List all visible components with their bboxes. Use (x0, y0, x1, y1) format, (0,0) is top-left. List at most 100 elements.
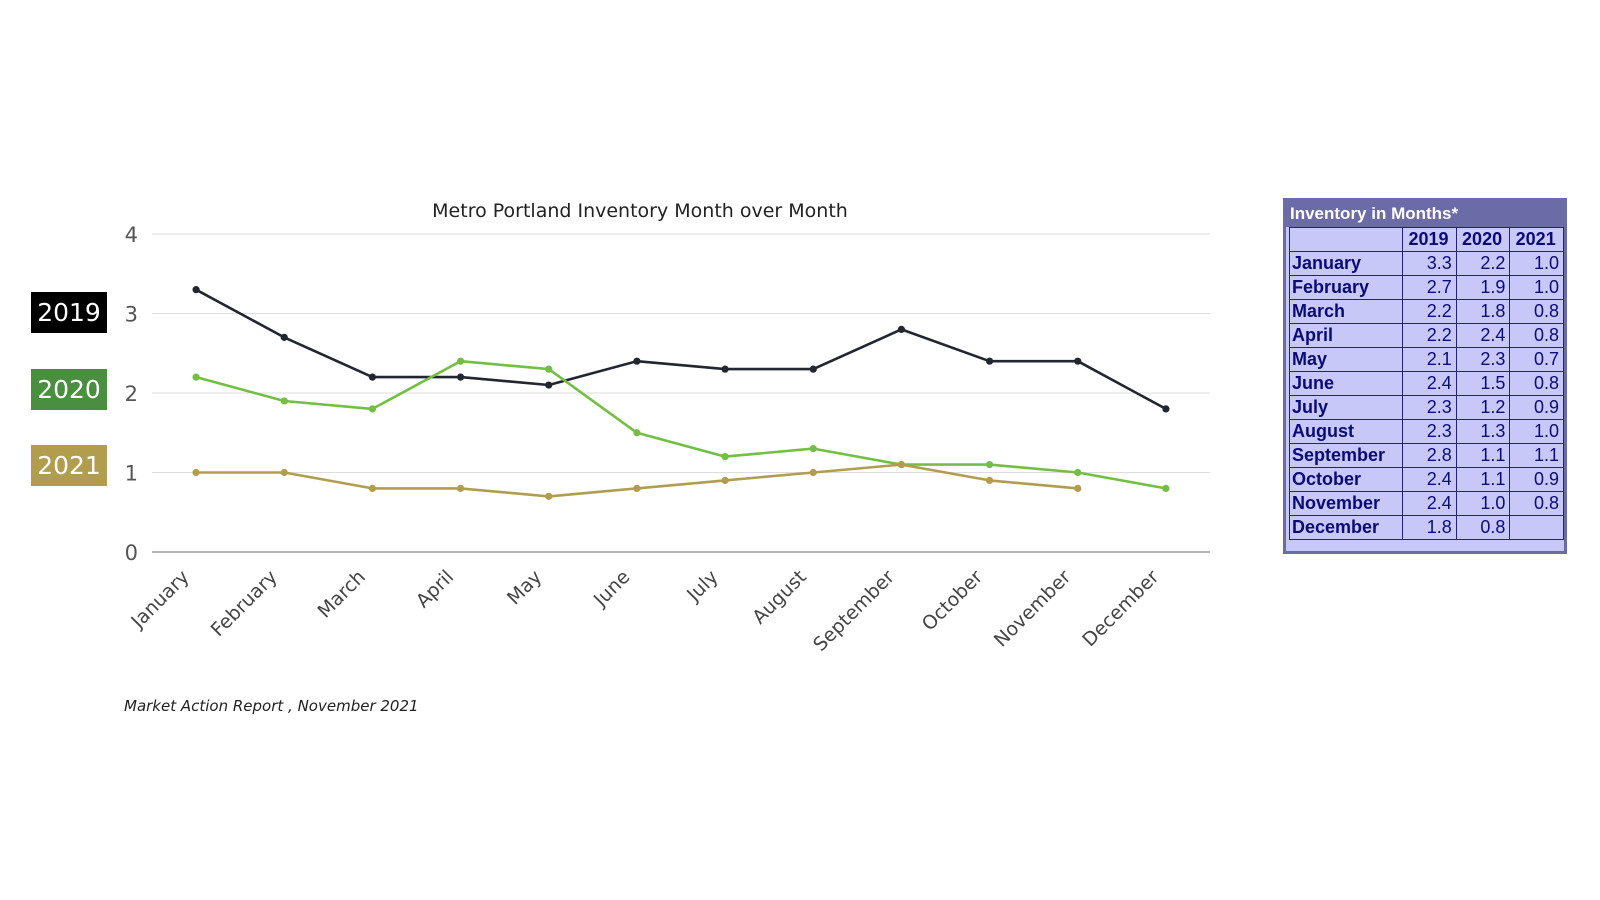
x-tick-label: December (1078, 566, 1163, 651)
series-line-2019 (195, 288, 1167, 411)
table-value-cell: 2.4 (1402, 467, 1457, 492)
source-note: Market Action Report , November 2021 (124, 697, 419, 715)
data-point-2020 (809, 445, 817, 453)
data-point-2019 (985, 357, 994, 365)
y-tick-label: 2 (125, 382, 138, 406)
table-value-cell: 0.8 (1509, 491, 1564, 516)
table-value-cell: 0.8 (1509, 323, 1564, 348)
table-value-cell: 1.5 (1455, 371, 1511, 396)
table-value-cell: 2.8 (1402, 443, 1457, 468)
series-2019 (192, 286, 1170, 413)
table-row: July 2.3 1.2 0.9 (1288, 395, 1564, 420)
table-month-cell: June (1288, 371, 1404, 396)
x-tick-label: May (503, 566, 546, 609)
x-tick-label: October (918, 566, 987, 635)
table-row: December 1.8 0.8 (1288, 515, 1564, 540)
table-value-cell: 2.4 (1402, 371, 1457, 396)
series-2020 (192, 357, 1170, 492)
table-value-cell: 2.1 (1402, 347, 1457, 372)
table-value-cell: 2.3 (1455, 347, 1511, 372)
data-point-2021 (897, 460, 906, 469)
inventory-table-grid: 2019 2020 2021 January 3.3 2.2 1.0 February 2.7 1… (1288, 227, 1564, 540)
table-value-cell: 2.2 (1402, 299, 1457, 324)
data-point-2020 (985, 460, 994, 469)
table-row: October 2.4 1.1 0.9 (1288, 467, 1564, 492)
table-value-cell: 0.8 (1509, 299, 1564, 324)
data-point-2021 (545, 492, 553, 500)
table-month-cell: May (1288, 347, 1404, 372)
y-tick-label: 3 (125, 303, 138, 327)
series-line-2020 (195, 359, 1167, 490)
data-point-2019 (456, 373, 465, 381)
table-row: June 2.4 1.5 0.8 (1288, 371, 1564, 396)
table-month-cell: September (1288, 443, 1404, 468)
table-value-cell: 1.8 (1402, 515, 1457, 540)
table-month-cell: July (1288, 395, 1404, 420)
table-value-cell: 1.0 (1509, 251, 1564, 276)
legend-2021: 2021 (31, 445, 107, 486)
table-value-cell: 1.0 (1509, 275, 1564, 300)
x-tick-label: January (126, 566, 193, 633)
data-point-2021 (192, 468, 200, 477)
table-value-cell (1509, 515, 1564, 540)
x-tick-label: March (313, 566, 370, 623)
inventory-table: Inventory in Months* 2019 2020 2021 January… (1283, 198, 1567, 554)
data-point-2021 (368, 484, 377, 492)
table-value-cell: 3.3 (1402, 251, 1457, 276)
table-value-cell: 0.9 (1509, 395, 1564, 420)
table-row: November 2.4 1.0 0.8 (1288, 491, 1564, 516)
table-value-cell: 1.1 (1455, 467, 1511, 492)
table-value-cell: 1.1 (1509, 443, 1564, 468)
table-month-cell: April (1288, 323, 1404, 348)
data-point-2020 (1162, 484, 1170, 492)
table-value-cell: 1.9 (1455, 275, 1511, 300)
data-point-2019 (633, 357, 641, 365)
legend-2020: 2020 (31, 369, 107, 410)
table-value-cell: 1.1 (1455, 443, 1511, 468)
x-tick-label: April (412, 566, 458, 612)
table-month-cell: February (1288, 275, 1404, 300)
data-point-2021 (809, 468, 817, 477)
x-tick-label: August (748, 566, 811, 629)
data-point-2020 (545, 365, 553, 373)
x-tick-label: November (990, 566, 1076, 652)
data-point-2020 (721, 453, 729, 461)
table-month-cell: October (1288, 467, 1404, 492)
y-tick-label: 0 (125, 541, 138, 565)
data-point-2021 (1074, 484, 1082, 492)
table-value-cell: 1.2 (1455, 395, 1511, 420)
table-month-cell: August (1288, 419, 1404, 444)
series-2021 (192, 460, 1082, 500)
table-value-cell: 0.7 (1509, 347, 1564, 372)
data-point-2020 (368, 405, 377, 413)
table-row: September 2.8 1.1 1.1 (1288, 443, 1564, 468)
data-point-2019 (545, 381, 553, 389)
table-value-cell: 2.2 (1402, 323, 1457, 348)
data-point-2020 (280, 397, 288, 405)
x-tick-label: June (589, 566, 635, 612)
data-point-2020 (456, 357, 465, 365)
data-point-2021 (633, 484, 641, 492)
table-row: January 3.3 2.2 1.0 (1288, 251, 1564, 276)
table-value-cell: 0.8 (1509, 371, 1564, 396)
data-point-2021 (985, 476, 994, 485)
table-value-cell: 2.3 (1402, 419, 1457, 444)
data-point-2020 (633, 429, 641, 437)
table-value-cell: 1.8 (1455, 299, 1511, 324)
table-month-cell: December (1288, 515, 1404, 540)
table-value-cell: 2.7 (1402, 275, 1457, 300)
data-point-2021 (456, 484, 465, 492)
table-month-cell: November (1288, 491, 1404, 516)
table-month-cell: March (1288, 299, 1404, 324)
table-value-cell: 2.4 (1402, 491, 1457, 516)
data-point-2019 (1074, 357, 1082, 365)
data-point-2021 (721, 476, 729, 485)
table-value-cell: 0.8 (1455, 515, 1511, 540)
table-row: May 2.1 2.3 0.7 (1288, 347, 1564, 372)
x-tick-label: September (809, 566, 899, 656)
data-point-2020 (192, 373, 200, 381)
data-point-2019 (721, 365, 729, 373)
data-point-2019 (368, 373, 377, 381)
table-row: February 2.7 1.9 1.0 (1288, 275, 1564, 300)
